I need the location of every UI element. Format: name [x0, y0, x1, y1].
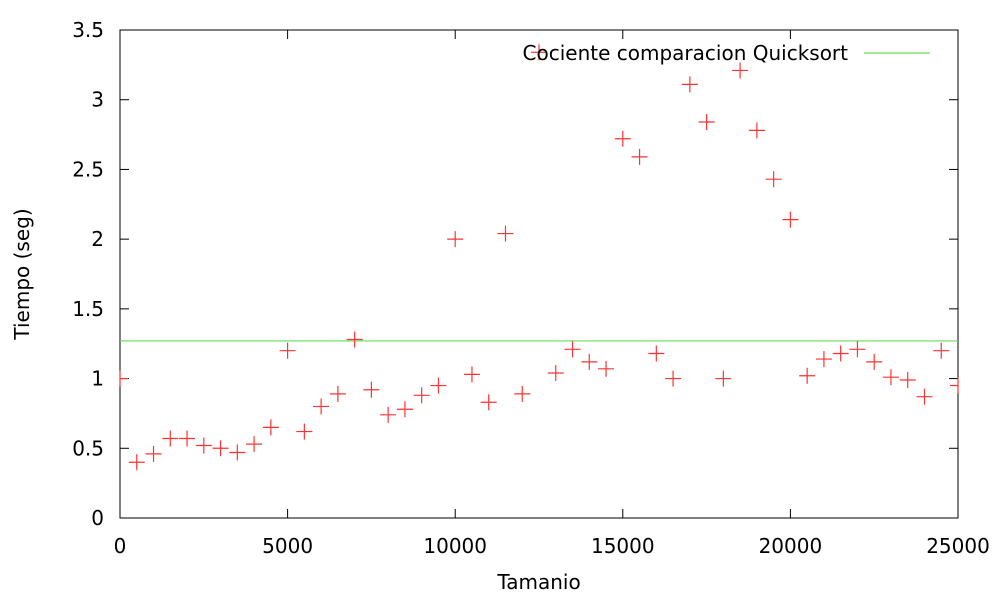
data-point [815, 351, 832, 368]
data-point [447, 231, 464, 248]
data-point [246, 436, 263, 453]
y-tick-label: 0.5 [72, 436, 104, 460]
y-tick-label: 3.5 [72, 18, 104, 42]
data-point [882, 369, 899, 386]
data-point [748, 122, 765, 139]
data-point [832, 345, 849, 362]
data-point [564, 341, 581, 358]
data-point [531, 44, 547, 61]
data-point [296, 423, 313, 440]
legend-label: Cociente comparacion Quicksort [523, 41, 849, 65]
plot-frame [119, 29, 959, 519]
data-point [229, 444, 246, 461]
data-point [581, 353, 598, 370]
y-tick-label: 2 [91, 227, 104, 251]
data-point [631, 148, 648, 165]
data-point [128, 454, 145, 471]
data-point [648, 345, 665, 362]
data-point [463, 366, 480, 383]
data-point [849, 341, 866, 358]
data-point [698, 114, 715, 131]
data-point [598, 360, 615, 377]
data-point [782, 211, 799, 228]
y-tick-label: 2.5 [72, 157, 104, 181]
axis-ticks [119, 29, 959, 519]
data-point [866, 353, 883, 370]
data-point [396, 401, 413, 418]
x-tick-label: 25000 [926, 534, 990, 558]
data-point [933, 342, 950, 359]
data-point [547, 364, 564, 381]
y-axis-title: Tiempo (seg) [10, 208, 34, 340]
data-point [899, 371, 916, 388]
data-point [363, 381, 380, 398]
data-point [162, 430, 179, 447]
x-tick-label: 0 [114, 534, 127, 558]
data-point [715, 370, 732, 387]
data-point [195, 437, 212, 454]
data-point [279, 342, 296, 359]
x-tick-label: 15000 [591, 534, 655, 558]
data-point [799, 367, 816, 384]
data-point [514, 385, 531, 402]
data-point [497, 225, 514, 242]
x-tick-label: 10000 [423, 534, 487, 558]
tick-labels: 0 5000 10000 15000 20000 25000 0 0.5 1 1.5 2 2.5 3 3.… [72, 18, 990, 558]
data-point [480, 394, 497, 411]
x-tick-label: 20000 [759, 534, 823, 558]
data-point [430, 377, 447, 394]
data-points [119, 44, 959, 471]
x-tick-label: 5000 [262, 534, 313, 558]
data-point [413, 387, 430, 404]
data-point [765, 171, 782, 188]
data-point [212, 440, 229, 457]
data-point [380, 406, 397, 423]
legend: Cociente comparacion Quicksort [523, 41, 930, 65]
y-tick-label: 1 [91, 367, 104, 391]
y-tick-label: 3 [91, 88, 104, 112]
data-point [179, 430, 196, 447]
data-point [262, 419, 279, 436]
data-point [329, 385, 346, 402]
data-point [681, 76, 698, 93]
y-tick-label: 0 [91, 506, 104, 530]
data-point [119, 370, 128, 387]
data-point [732, 62, 749, 79]
data-point [916, 388, 933, 405]
data-point [665, 370, 682, 387]
data-point [313, 398, 330, 415]
data-point [950, 377, 959, 394]
data-point [145, 445, 162, 462]
data-point [346, 331, 363, 348]
data-point [614, 130, 631, 147]
x-axis-title: Tamanio [496, 570, 580, 594]
y-tick-label: 1.5 [72, 297, 104, 321]
